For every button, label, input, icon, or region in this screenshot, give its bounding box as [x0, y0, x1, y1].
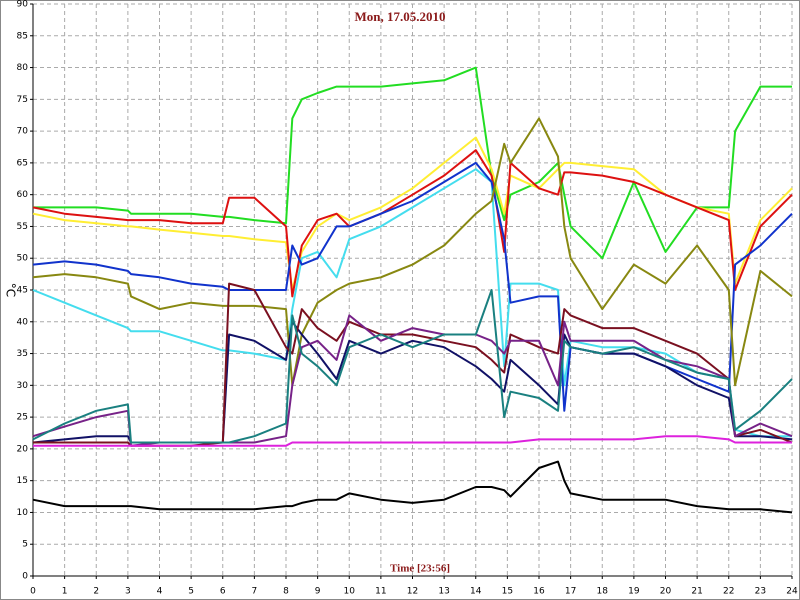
x-tick-label: 10 [344, 587, 356, 597]
x-tick-label: 16 [533, 587, 545, 597]
y-tick-label: 10 [17, 508, 29, 518]
y-tick-label: 80 [17, 63, 29, 73]
lines [32, 66, 793, 514]
x-tick-label: 8 [283, 587, 289, 597]
x-tick-label: 13 [438, 587, 449, 597]
x-tick-label: 21 [691, 587, 702, 597]
y-tick-label: 70 [17, 127, 29, 137]
x-tick-label: 9 [315, 587, 321, 597]
x-tick-label: 11 [375, 587, 386, 597]
y-tick-label: 0 [22, 572, 28, 582]
series-line [33, 66, 792, 260]
y-tick-label: 25 [17, 413, 28, 423]
series-line [32, 460, 793, 514]
y-tick-label: 45 [17, 286, 28, 296]
x-tick-label: 22 [723, 587, 734, 597]
x-tick-label: 0 [30, 587, 36, 597]
x-tick-label: 5 [188, 587, 194, 597]
chart-title: Mon, 17.05.2010 [355, 9, 446, 24]
x-tick-label: 6 [220, 587, 226, 597]
x-tick-label: 2 [93, 587, 99, 597]
series-line [32, 117, 793, 387]
x-tick-label: 20 [660, 587, 672, 597]
y-tick-label: 50 [17, 254, 29, 264]
x-tick-label: 19 [628, 587, 640, 597]
series-line [32, 168, 792, 438]
x-tick-label: 17 [565, 587, 576, 597]
y-tick-label: 60 [17, 190, 29, 200]
series-line [32, 149, 793, 298]
y-tick-label: 65 [17, 158, 28, 168]
y-tick-label: 5 [22, 540, 28, 550]
x-tick-label: 14 [470, 587, 482, 597]
series-line [32, 136, 793, 291]
y-tick-label: 55 [17, 222, 28, 232]
series-line [33, 435, 792, 447]
y-tick-label: 85 [17, 31, 28, 41]
x-tick-label: 4 [157, 587, 163, 597]
x-tick-label: 18 [597, 587, 609, 597]
x-tick-label: 12 [407, 587, 418, 597]
x-tick-label: 24 [786, 587, 798, 597]
x-tick-label: 23 [755, 587, 766, 597]
y-tick-label: 75 [17, 95, 28, 105]
y-tick-label: 90 [17, 0, 29, 10]
x-tick-label: 1 [62, 587, 68, 597]
y-tick-label: 15 [17, 476, 28, 486]
x-axis-label: Time [23:56] [390, 563, 450, 575]
x-tick-label: 3 [125, 587, 131, 597]
y-tick-label: 20 [17, 444, 29, 454]
y-axis-label: °C [4, 283, 18, 297]
y-tick-label: 40 [17, 317, 29, 327]
y-tick-label: 30 [17, 381, 29, 391]
x-tick-label: 7 [252, 587, 258, 597]
y-tick-label: 35 [17, 349, 28, 359]
series-line [32, 289, 793, 444]
x-tick-label: 15 [502, 587, 513, 597]
